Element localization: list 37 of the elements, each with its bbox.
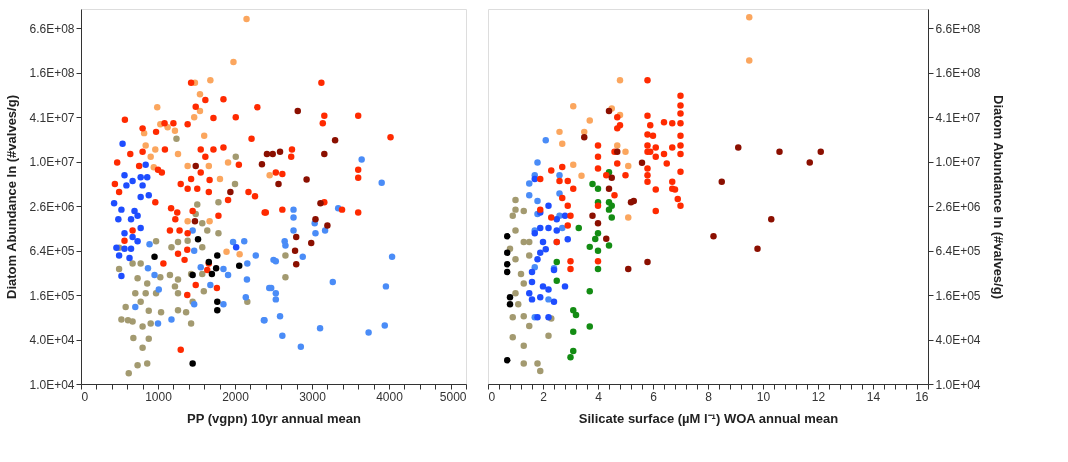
y-tick-label: 1.6E+08: [29, 66, 75, 81]
y-tick-label: 4.1E+07: [29, 110, 75, 125]
x-tick-label: 4: [595, 389, 603, 404]
x-tick-label: 16: [915, 389, 929, 404]
y-tick-label: 1.0E+07: [29, 155, 75, 170]
x-tick-label: 2: [540, 389, 548, 404]
x-axis-title: Silicate surface (µM l⁻¹) WOA annual mean: [578, 410, 839, 426]
y2-tick-label: 1.0E+07: [935, 155, 981, 170]
x-axis-title: PP (vgpn) 10yr annual mean: [187, 410, 361, 426]
y-tick-label: 6.6E+08: [29, 21, 75, 36]
x-tick-label: 12: [811, 389, 826, 404]
y2-tick-label: 1.0E+04: [935, 377, 981, 392]
x-tick-label: 0: [81, 389, 89, 404]
x-tick-label: 10: [756, 389, 771, 404]
y-tick-label: 6.4E+05: [29, 244, 75, 259]
y2-tick-label: 4.1E+07: [935, 110, 981, 125]
y-tick-label: 1.0E+04: [29, 377, 75, 392]
y2-tick-label: 2.6E+06: [935, 199, 981, 214]
x-tick-label: 4000: [376, 389, 404, 404]
x-tick-label: 14: [866, 389, 881, 404]
x-tick-label: 1000: [145, 389, 173, 404]
y2-tick-label: 1.6E+05: [935, 288, 981, 303]
y2-axis-title: Diatom Abundance ln (#valves/g): [990, 95, 1006, 299]
x-tick-label: 6: [650, 389, 658, 404]
x-tick-label: 0: [488, 389, 496, 404]
y-tick-label: 2.6E+06: [29, 199, 75, 214]
y-tick-label: 1.6E+05: [29, 288, 75, 303]
y2-tick-label: 1.6E+08: [935, 66, 981, 81]
x-tick-label: 3000: [299, 389, 327, 404]
y2-tick-label: 4.0E+04: [935, 333, 981, 348]
x-tick-label: 5000: [439, 389, 467, 404]
y2-tick-label: 6.4E+05: [935, 244, 981, 259]
y-axis-title: Diatom Abundance ln (#valves/g): [4, 95, 20, 299]
y2-tick-label: 6.6E+08: [935, 21, 981, 36]
x-tick-label: 2000: [222, 389, 250, 404]
y-tick-label: 4.0E+04: [29, 333, 75, 348]
x-tick-label: 8: [705, 389, 713, 404]
